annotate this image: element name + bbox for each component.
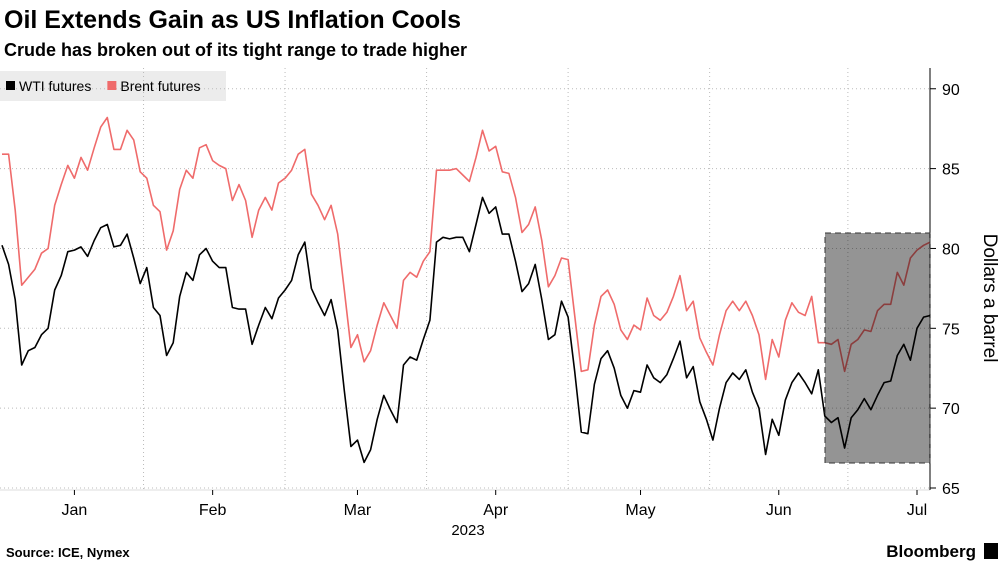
y-tick-label: 80 — [942, 241, 960, 258]
x-axis-label: 2023 — [451, 522, 484, 539]
x-tick-label: May — [625, 502, 655, 519]
x-tick-label: Apr — [483, 502, 509, 519]
y-axis-label: Dollars a barrel — [979, 234, 1000, 363]
x-tick-label: Jul — [907, 502, 927, 519]
legend-swatch — [6, 81, 15, 90]
brand-icon — [984, 543, 998, 559]
y-tick-label: 75 — [942, 321, 960, 338]
legend-swatch — [107, 81, 117, 90]
line-series — [1, 196, 931, 464]
legend-label: Brent futures — [120, 78, 200, 94]
y-tick-label: 70 — [942, 401, 960, 418]
x-tick-label: Jun — [766, 502, 792, 519]
brand: Bloomberg — [886, 542, 976, 561]
source: Source: ICE, Nymex — [6, 545, 130, 560]
y-tick-label: 85 — [942, 162, 960, 179]
chart-title: Oil Extends Gain as US Inflation Cools — [4, 6, 461, 34]
x-tick-label: Jan — [62, 502, 88, 519]
legend-label: WTI futures — [19, 78, 91, 94]
chart-subtitle: Crude has broken out of its tight range … — [4, 40, 467, 60]
highlight-box — [824, 232, 931, 464]
x-tick-label: Feb — [199, 502, 227, 519]
y-tick-label: 90 — [942, 82, 960, 99]
y-tick-label: 65 — [942, 481, 960, 498]
x-tick-label: Mar — [344, 502, 372, 519]
line-series — [2, 116, 931, 381]
